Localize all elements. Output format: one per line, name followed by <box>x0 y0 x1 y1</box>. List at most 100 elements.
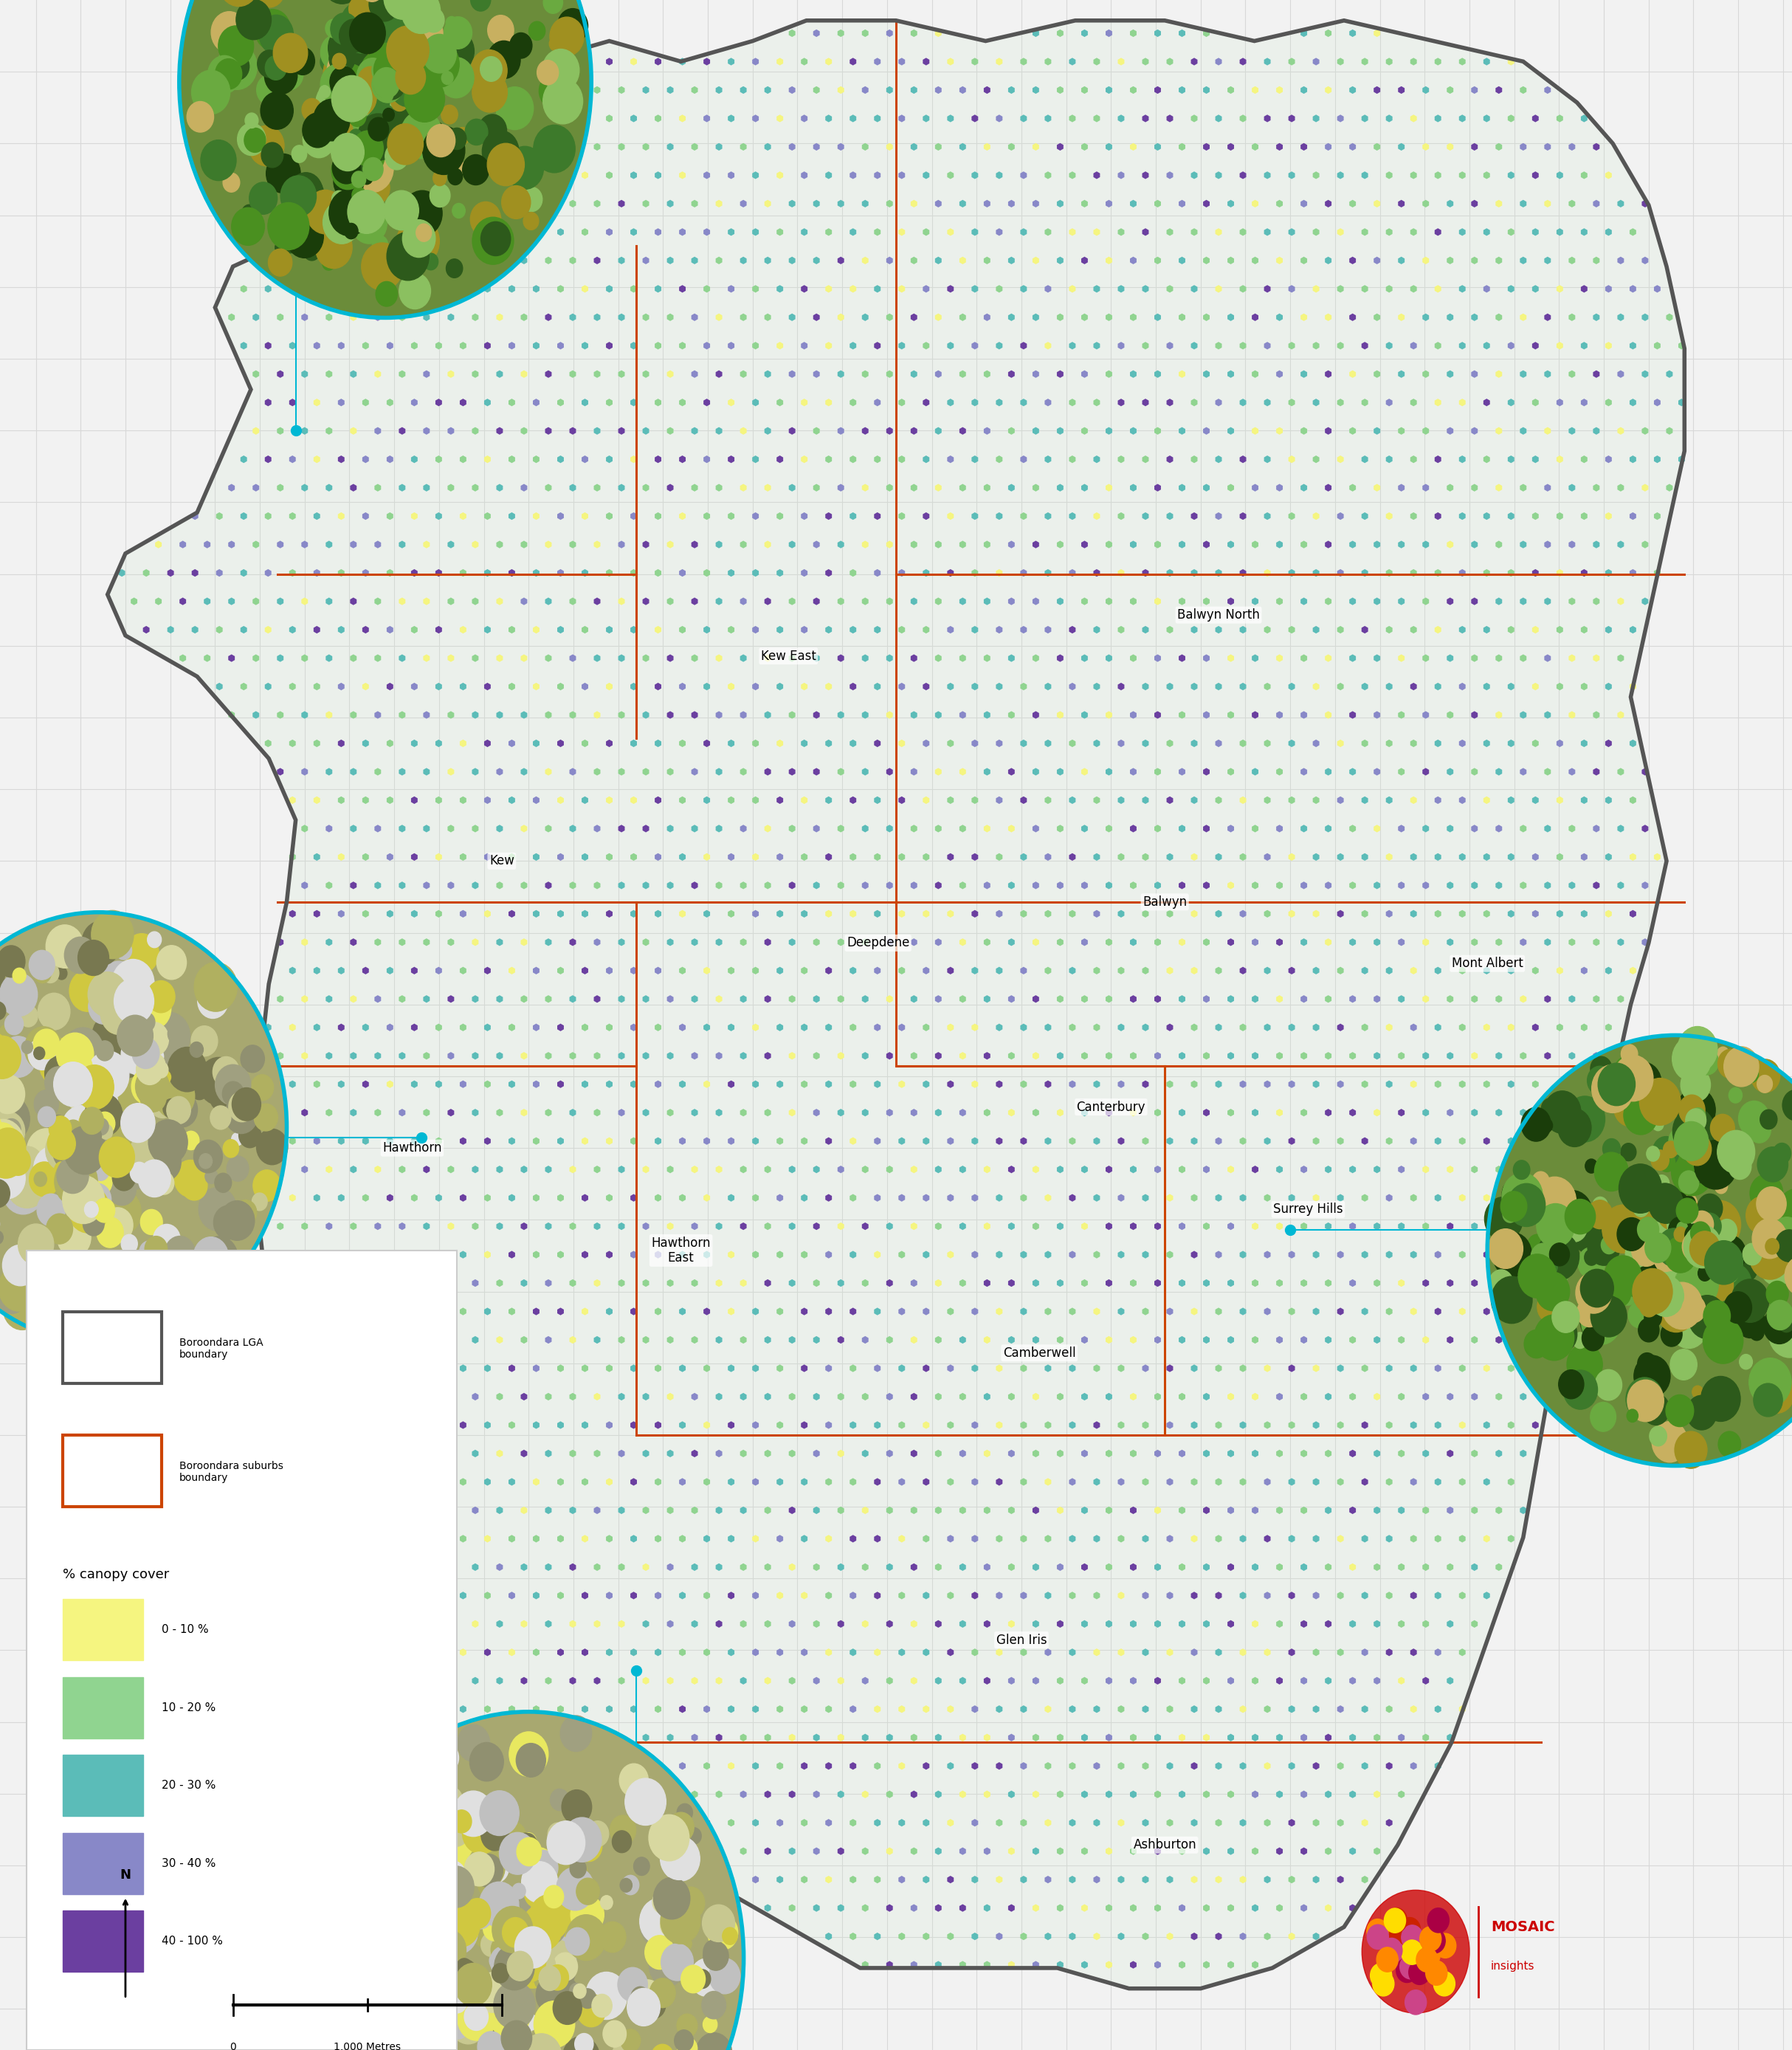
Point <box>717 1296 745 1328</box>
Point <box>1179 273 1208 305</box>
Point <box>1473 45 1502 78</box>
Point <box>1423 215 1452 248</box>
Point <box>437 357 466 390</box>
Circle shape <box>387 2007 403 2023</box>
Text: 0: 0 <box>229 2042 237 2050</box>
Point <box>1156 330 1185 363</box>
Point <box>1034 1181 1063 1214</box>
Circle shape <box>1684 1240 1702 1261</box>
Point <box>996 754 1025 787</box>
Bar <box>63 1677 143 1738</box>
Circle shape <box>564 1878 597 1915</box>
Point <box>1009 158 1038 191</box>
Circle shape <box>0 1097 30 1142</box>
Point <box>1070 1324 1098 1357</box>
Point <box>1631 927 1659 959</box>
Circle shape <box>507 1929 521 1947</box>
Point <box>729 1324 758 1357</box>
Point <box>509 529 538 562</box>
Point <box>814 500 842 533</box>
Point <box>1339 642 1367 674</box>
Point <box>864 1806 892 1839</box>
Point <box>935 443 964 476</box>
Point <box>1362 1722 1391 1755</box>
Point <box>1496 1408 1525 1441</box>
Point <box>1204 1636 1233 1669</box>
Circle shape <box>1724 1292 1753 1324</box>
Point <box>448 670 477 703</box>
Circle shape <box>416 2017 443 2048</box>
Point <box>1143 754 1172 787</box>
Point <box>1448 1351 1477 1384</box>
Point <box>656 1097 685 1130</box>
Point <box>814 45 842 78</box>
Point <box>1156 728 1185 761</box>
Point <box>668 670 697 703</box>
Point <box>1107 1466 1136 1499</box>
Point <box>790 102 819 135</box>
Circle shape <box>502 187 530 219</box>
Circle shape <box>1581 1294 1620 1339</box>
Circle shape <box>332 152 364 189</box>
Point <box>1448 1408 1477 1441</box>
Point <box>1545 500 1573 533</box>
Point <box>1265 1324 1294 1357</box>
Point <box>1545 1125 1573 1158</box>
Point <box>486 1039 514 1072</box>
Point <box>935 330 964 363</box>
Point <box>643 953 672 986</box>
Point <box>387 1437 416 1470</box>
Point <box>1362 187 1391 219</box>
Point <box>254 556 283 588</box>
Point <box>864 273 892 305</box>
Circle shape <box>133 1115 154 1140</box>
Circle shape <box>1536 1203 1575 1246</box>
Point <box>935 1068 964 1101</box>
Point <box>704 1380 733 1412</box>
Point <box>643 215 672 248</box>
Circle shape <box>500 1822 527 1851</box>
Circle shape <box>536 1909 563 1939</box>
Circle shape <box>159 1070 170 1082</box>
Point <box>887 1466 916 1499</box>
Circle shape <box>213 1056 240 1086</box>
Circle shape <box>462 1810 500 1853</box>
Circle shape <box>1391 1927 1412 1952</box>
Point <box>864 728 892 761</box>
Point <box>973 1722 1002 1755</box>
Point <box>448 840 477 873</box>
Point <box>278 1296 306 1328</box>
Point <box>814 1296 842 1328</box>
Circle shape <box>65 937 97 974</box>
Point <box>1131 613 1159 646</box>
Point <box>1107 1296 1136 1328</box>
Point <box>935 45 964 78</box>
Point <box>814 1125 842 1158</box>
Point <box>1204 1181 1233 1214</box>
Point <box>364 529 392 562</box>
Circle shape <box>127 1056 161 1097</box>
Point <box>1156 840 1185 873</box>
Point <box>315 472 344 504</box>
Circle shape <box>238 1123 262 1148</box>
Point <box>1118 357 1147 390</box>
Point <box>887 1693 916 1726</box>
Circle shape <box>246 113 258 127</box>
Point <box>839 1068 867 1101</box>
Point <box>1509 1097 1538 1130</box>
Circle shape <box>1652 1136 1679 1166</box>
Point <box>1374 556 1403 588</box>
Point <box>582 1039 611 1072</box>
Point <box>912 1181 941 1214</box>
Point <box>1290 472 1319 504</box>
Point <box>1643 500 1672 533</box>
Point <box>839 215 867 248</box>
Circle shape <box>353 102 387 141</box>
Point <box>1057 1693 1086 1726</box>
Point <box>1326 1238 1355 1271</box>
Point <box>1034 783 1063 816</box>
Point <box>778 1892 806 1925</box>
Point <box>547 1181 575 1214</box>
Point <box>607 584 636 617</box>
Circle shape <box>149 1087 176 1117</box>
